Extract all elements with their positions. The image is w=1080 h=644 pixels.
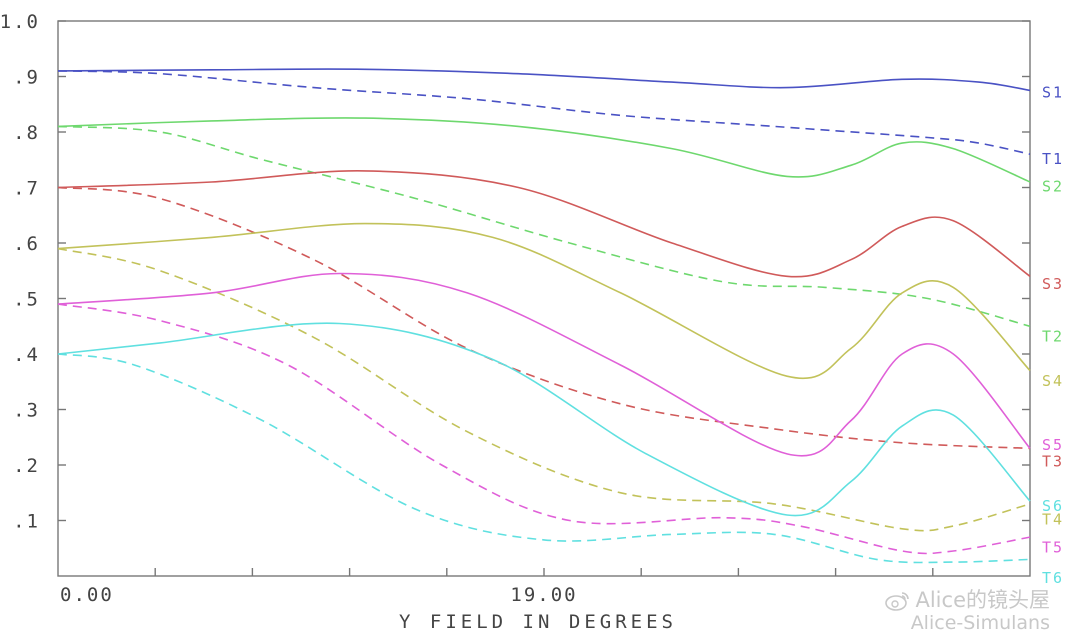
series-label-t1: T1 xyxy=(1042,150,1064,168)
plot-border xyxy=(57,20,1031,577)
series-label-s3: S3 xyxy=(1042,275,1064,293)
series-line-s3 xyxy=(57,170,1031,278)
series-line-t1 xyxy=(57,70,1031,155)
series-line-t3 xyxy=(57,186,1031,450)
y-tick-label-7: .8 xyxy=(13,122,40,144)
series-line-t2 xyxy=(57,125,1031,328)
series-lines xyxy=(57,68,1031,564)
series-label-s5: S5 xyxy=(1042,436,1064,454)
weibo-icon xyxy=(885,592,910,611)
x-tick-label-0: 0.00 xyxy=(60,584,114,606)
series-label-s2: S2 xyxy=(1042,178,1064,196)
x-tick-label-1: 19.00 xyxy=(510,584,577,606)
series-label-t2: T2 xyxy=(1042,328,1064,346)
series-label-t5: T5 xyxy=(1042,538,1064,556)
series-line-t6 xyxy=(57,353,1031,564)
series-label-t6: T6 xyxy=(1042,569,1064,587)
y-tick-label-2: .3 xyxy=(13,400,40,422)
series-line-s5 xyxy=(57,272,1031,457)
watermark-line-1: Alice的镜头屋 xyxy=(885,584,1050,614)
y-tick-label-3: .4 xyxy=(13,344,40,366)
y-tick-label-1: .2 xyxy=(13,455,40,477)
plot-frame xyxy=(57,20,1031,577)
y-tick-label-8: .9 xyxy=(13,67,40,89)
series-line-s1 xyxy=(57,68,1031,92)
series-line-s4 xyxy=(57,222,1031,380)
y-tick-label-6: .7 xyxy=(13,178,40,200)
y-tick-label-5: .6 xyxy=(13,233,40,255)
series-label-t3: T3 xyxy=(1042,452,1064,470)
series-label-s4: S4 xyxy=(1042,372,1064,390)
series-line-t5 xyxy=(57,303,1031,555)
series-line-s6 xyxy=(57,322,1031,517)
series-label-s6: S6 xyxy=(1042,497,1064,515)
series-line-t4 xyxy=(57,247,1031,532)
x-axis-ticks: 0.00 19.00 xyxy=(60,568,934,606)
y-tick-label-0: .1 xyxy=(13,511,40,533)
watermark-text-2: Alice-Simulans xyxy=(910,612,1050,634)
y-tick-label-4: .5 xyxy=(13,289,40,311)
series-line-s2 xyxy=(57,117,1031,183)
series-label-t4: T4 xyxy=(1042,511,1064,529)
watermark-text-1: Alice的镜头屋 xyxy=(915,588,1050,612)
y-tick-label-9: 1.0 xyxy=(0,11,40,33)
x-axis-title: Y FIELD IN DEGREES xyxy=(399,611,677,633)
watermark-line-2: Alice-Simulans xyxy=(911,612,1050,634)
series-label-s1: S1 xyxy=(1042,83,1064,101)
